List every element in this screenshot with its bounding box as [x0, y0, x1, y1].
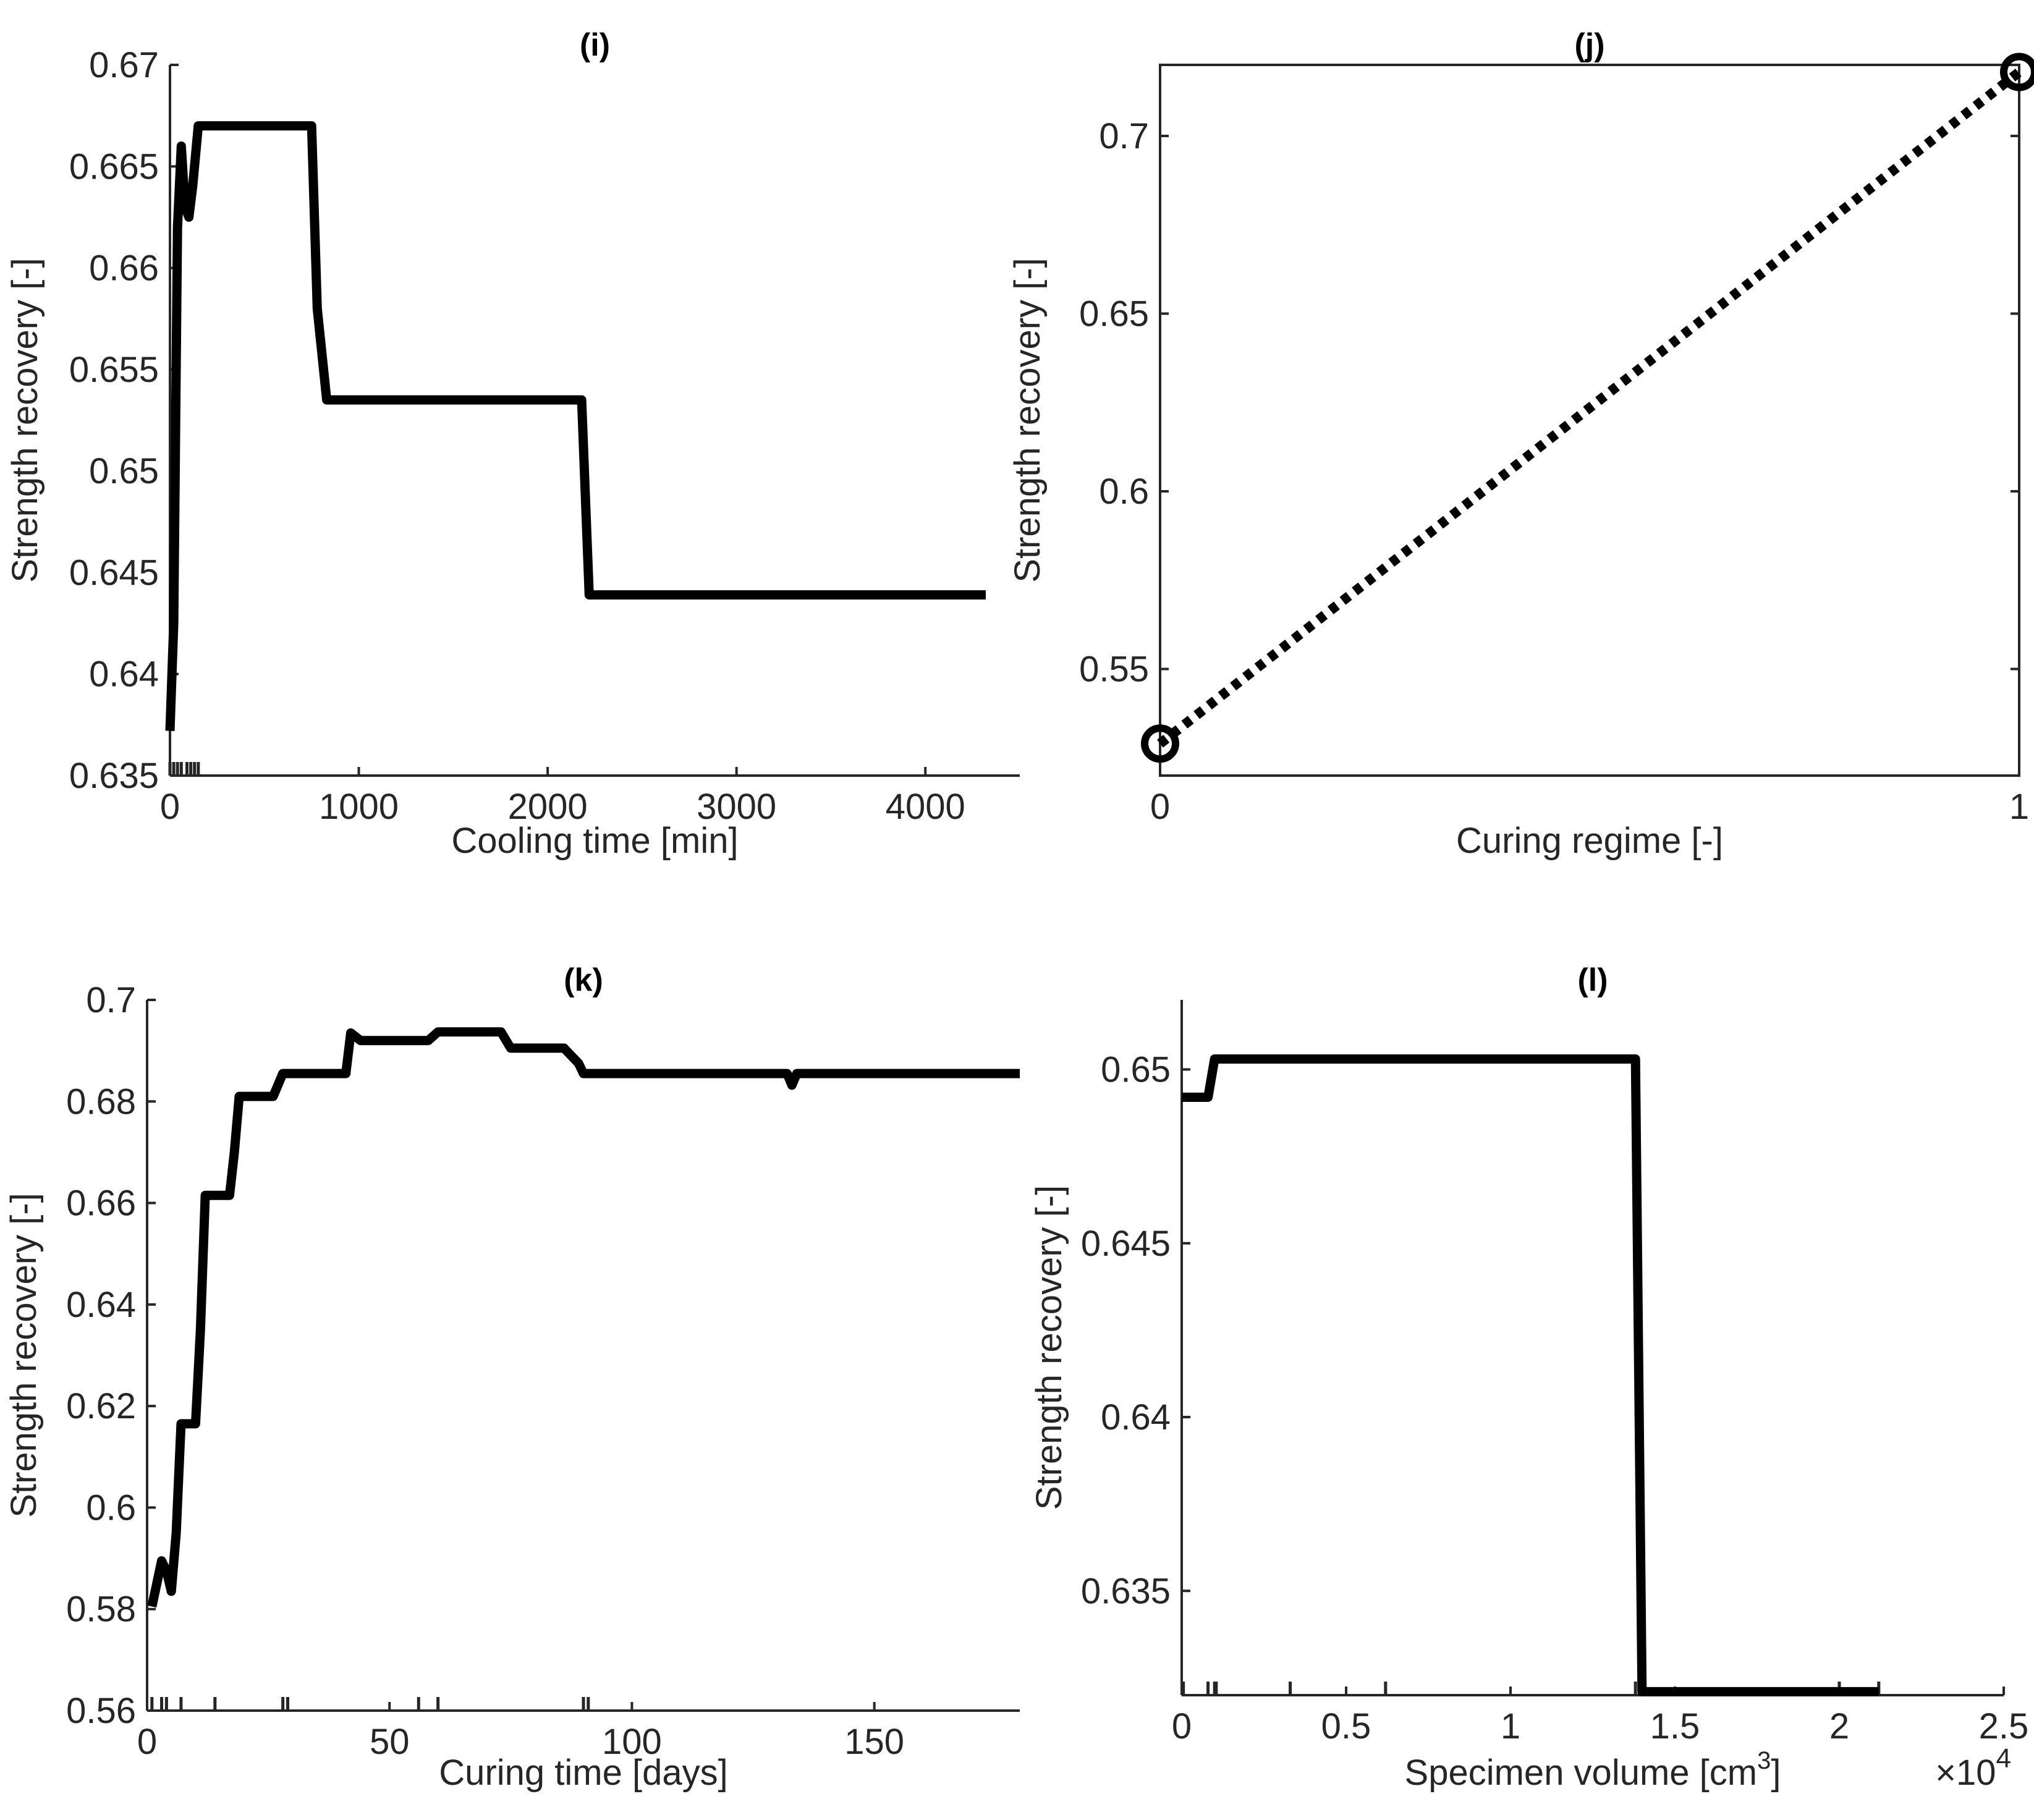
x-axis-label-superscript: 3	[1757, 1747, 1771, 1774]
x-axis-exponent-power: 4	[1996, 1743, 2011, 1774]
y-tick-label: 0.67	[89, 45, 159, 85]
y-tick-label: 0.65	[1101, 1050, 1171, 1090]
y-tick-label: 0.55	[1079, 650, 1149, 690]
x-axis-label-text: Specimen volume [cm	[1405, 1753, 1758, 1793]
panel-title: (j)	[1574, 27, 1604, 63]
x-axis-label-suffix: ]	[1771, 1753, 1781, 1793]
panel-title: (l)	[1577, 962, 1608, 998]
y-tick-label: 0.64	[66, 1285, 136, 1325]
x-axis-label: Cooling time [min]	[451, 821, 738, 861]
y-tick-label: 0.6	[1099, 472, 1149, 512]
y-tick-label: 0.58	[66, 1589, 136, 1630]
x-tick-label: 50	[370, 1722, 410, 1762]
panel-j: 0 1 0.55 0.6 0.65 0.7 (j) Curing regime [-] Stre…	[1007, 27, 2034, 861]
x-tick-label: 3000	[697, 787, 776, 827]
series-line	[1157, 68, 2022, 748]
x-tick-label: 2000	[508, 787, 588, 827]
y-tick-label: 0.635	[1081, 1571, 1171, 1611]
series-line	[147, 1027, 1020, 1608]
y-tick-label: 0.64	[1101, 1397, 1171, 1437]
x-tick-label: 150	[844, 1722, 904, 1762]
y-tick-label: 0.64	[89, 654, 159, 695]
x-tick-label: 1	[1501, 1706, 1520, 1746]
x-tick-label: 1000	[319, 787, 399, 827]
x-tick-label: 4000	[886, 787, 965, 827]
x-tick-label: 0	[160, 787, 180, 827]
y-tick-label: 0.655	[69, 350, 159, 390]
x-tick-label: 100	[602, 1722, 662, 1762]
y-tick-label: 0.645	[1081, 1224, 1171, 1264]
x-axis-label: Specimen volume [cm3]	[1405, 1747, 1781, 1793]
x-axis-label: Curing regime [-]	[1456, 821, 1723, 861]
x-tick-label: 1	[2009, 787, 2029, 827]
y-tick-label: 0.66	[66, 1183, 136, 1224]
y-tick-label: 0.65	[1079, 294, 1149, 334]
x-axis-label-text: Cooling time [min]	[451, 821, 738, 861]
x-tick-label: 0.5	[1321, 1706, 1371, 1746]
panel-l: 0 0.5 1 1.5 2 2.5 0.635 0.64 0.645 0.65 (l) Specime…	[1029, 962, 2028, 1793]
y-tick-label: 0.7	[86, 980, 136, 1020]
y-tick-label: 0.645	[69, 552, 159, 593]
x-tick-label: 2	[1829, 1706, 1849, 1746]
y-tick-label: 0.66	[89, 248, 159, 289]
panel-k: 0 50 100 150 0.56 0.58 0.6 0.62 0.64 0.66 0.68 0.7 (…	[4, 962, 1020, 1793]
data-point	[2000, 53, 2034, 91]
x-tick-label: 0	[137, 1722, 157, 1762]
x-tick-label: 0	[1150, 787, 1170, 827]
y-tick-label: 0.665	[69, 146, 159, 187]
y-tick-label: 0.56	[66, 1691, 136, 1731]
x-axis-exponent: ×104	[1935, 1743, 2011, 1793]
y-axis-label: Strength recovery [-]	[1029, 1185, 1069, 1510]
y-tick-label: 0.62	[66, 1386, 136, 1426]
y-tick-label: 0.68	[66, 1081, 136, 1122]
y-tick-label: 0.635	[69, 756, 159, 796]
y-axis-label: Strength recovery [-]	[5, 258, 45, 582]
data-point	[1141, 724, 1179, 763]
y-tick-label: 0.65	[89, 451, 159, 491]
x-axis-exponent-base: ×10	[1935, 1753, 1996, 1793]
panel-i: 0 1000 2000 3000 4000 0.635 0.64 0.645 0.65 0.655…	[5, 27, 1020, 861]
x-tick-label: 0	[1172, 1706, 1192, 1746]
x-axis-label: Curing time [days]	[439, 1753, 727, 1793]
x-axis-label-text: Curing time [days]	[439, 1753, 727, 1793]
series-line	[1182, 1054, 1879, 1696]
y-tick-label: 0.6	[86, 1488, 136, 1528]
y-axis-label: Strength recovery [-]	[1007, 258, 1048, 582]
x-tick-label: 1.5	[1650, 1706, 1700, 1746]
series-line	[165, 121, 986, 731]
x-axis-label-text: Curing regime [-]	[1456, 821, 1723, 861]
y-tick-label: 0.7	[1099, 116, 1149, 156]
y-axis-label: Strength recovery [-]	[4, 1193, 44, 1517]
panel-title: (k)	[564, 962, 603, 998]
x-tick-label: 2.5	[1979, 1706, 2029, 1746]
plot-box	[1159, 64, 2020, 777]
panel-title: (i)	[580, 27, 610, 63]
